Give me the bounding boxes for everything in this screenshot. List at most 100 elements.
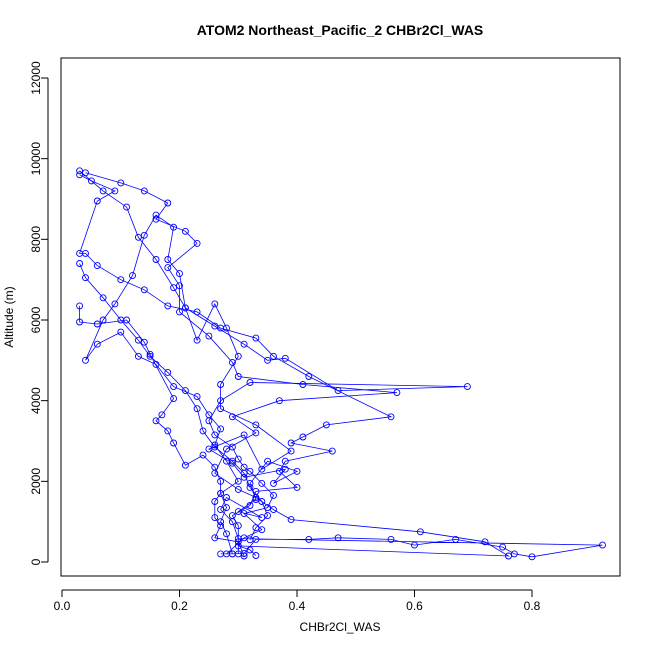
data-point bbox=[334, 387, 342, 395]
data-point bbox=[129, 272, 136, 280]
data-point bbox=[223, 530, 230, 538]
data-point bbox=[164, 427, 172, 435]
data-point bbox=[217, 518, 225, 526]
data-point bbox=[505, 552, 512, 560]
series-line bbox=[85, 214, 603, 558]
data-point bbox=[246, 536, 254, 544]
data-point bbox=[93, 320, 101, 328]
data-point bbox=[76, 302, 84, 310]
data-point bbox=[211, 431, 219, 439]
data-point bbox=[481, 538, 489, 546]
data-point bbox=[240, 431, 248, 439]
data-point bbox=[275, 397, 283, 405]
data-point bbox=[499, 543, 507, 551]
data-point bbox=[170, 383, 178, 391]
data-point bbox=[270, 506, 277, 514]
data-point bbox=[217, 381, 225, 388]
data-point bbox=[170, 439, 178, 447]
data-point bbox=[217, 477, 225, 485]
data-point bbox=[152, 256, 160, 263]
data-point bbox=[211, 463, 219, 471]
data-point bbox=[328, 447, 336, 455]
x-tick-label: 0.2 bbox=[171, 599, 188, 613]
series-line bbox=[79, 170, 468, 555]
data-point bbox=[599, 541, 606, 549]
data-point bbox=[252, 429, 260, 437]
data-point bbox=[93, 262, 101, 270]
data-point bbox=[217, 489, 225, 497]
data-point bbox=[270, 491, 277, 499]
data-point bbox=[234, 538, 242, 546]
data-point bbox=[228, 459, 236, 467]
x-tick-label: 0.0 bbox=[54, 599, 71, 613]
data-point bbox=[164, 302, 172, 310]
data-point bbox=[111, 187, 119, 195]
data-point bbox=[176, 308, 183, 316]
data-point bbox=[117, 328, 125, 336]
data-point bbox=[270, 352, 277, 360]
data-point bbox=[411, 541, 418, 549]
data-point bbox=[164, 199, 172, 207]
data-point bbox=[117, 276, 125, 284]
data-point bbox=[205, 445, 213, 453]
data-point bbox=[211, 443, 219, 451]
series-6 bbox=[76, 302, 236, 558]
data-point bbox=[234, 485, 242, 493]
data-point bbox=[228, 413, 236, 421]
data-point bbox=[322, 421, 330, 429]
data-point bbox=[176, 270, 183, 278]
data-point bbox=[193, 308, 201, 316]
data-point bbox=[246, 467, 254, 475]
data-point bbox=[82, 249, 89, 257]
series-5 bbox=[76, 260, 272, 544]
data-point bbox=[293, 467, 301, 475]
y-tick-label: 10000 bbox=[29, 142, 43, 176]
data-point bbox=[181, 387, 189, 395]
data-point bbox=[228, 550, 236, 558]
data-point bbox=[87, 177, 95, 185]
data-point bbox=[140, 338, 148, 346]
data-point bbox=[246, 546, 254, 554]
data-point bbox=[293, 483, 301, 491]
data-point bbox=[140, 231, 148, 239]
data-point bbox=[223, 445, 230, 453]
data-point bbox=[234, 455, 242, 463]
data-point bbox=[240, 510, 248, 518]
data-point bbox=[217, 405, 225, 413]
data-point bbox=[134, 352, 142, 360]
series-line bbox=[79, 305, 233, 555]
data-point bbox=[234, 373, 242, 380]
series-2 bbox=[82, 169, 512, 560]
x-axis: 0.0 0.2 0.4 0.6 0.8 bbox=[54, 589, 541, 613]
series-line bbox=[85, 172, 511, 557]
data-point bbox=[181, 227, 189, 235]
data-point bbox=[117, 179, 125, 187]
y-tick-label: 12000 bbox=[29, 61, 43, 95]
data-point bbox=[281, 457, 289, 465]
data-point bbox=[211, 498, 219, 505]
data-point bbox=[275, 467, 283, 475]
data-point bbox=[228, 457, 236, 465]
data-point bbox=[193, 336, 201, 344]
data-point bbox=[246, 379, 254, 386]
data-point bbox=[387, 535, 395, 543]
data-point bbox=[193, 405, 201, 413]
data-point bbox=[246, 483, 254, 491]
data-point bbox=[264, 512, 272, 520]
data-point bbox=[240, 340, 248, 348]
data-point bbox=[152, 215, 160, 223]
data-point bbox=[264, 457, 272, 465]
data-point bbox=[217, 425, 225, 433]
data-point bbox=[252, 421, 260, 429]
series-line bbox=[79, 174, 393, 554]
data-point bbox=[217, 522, 225, 530]
data-point bbox=[223, 494, 230, 501]
data-point bbox=[287, 447, 295, 455]
data-point bbox=[158, 411, 166, 419]
series-3 bbox=[76, 167, 471, 558]
data-point bbox=[176, 282, 183, 290]
data-point bbox=[146, 352, 154, 360]
data-point bbox=[205, 417, 213, 425]
data-point bbox=[252, 552, 260, 559]
